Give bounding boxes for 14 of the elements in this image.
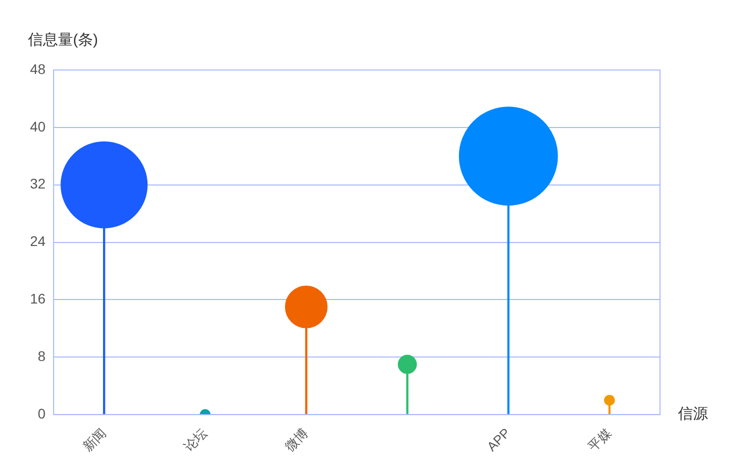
y-tick-label: 32 [30, 176, 46, 192]
y-tick-label: 24 [30, 233, 46, 250]
y-tick-label: 0 [38, 405, 46, 422]
y-tick-label: 48 [30, 60, 46, 77]
x-tick-label: 平媒 [585, 425, 614, 454]
y-axis-title: 信息量(条) [28, 32, 98, 49]
x-axis-title: 信源 [678, 406, 708, 423]
y-tick-label: 8 [38, 348, 46, 364]
x-tick-label: 论坛 [180, 425, 210, 454]
point [284, 286, 328, 328]
y-tick-label: 40 [30, 118, 46, 134]
x-tick-label: 新闻 [80, 425, 109, 454]
y-tick-label: 16 [30, 290, 46, 307]
x-tick-label: 微博 [282, 425, 311, 454]
